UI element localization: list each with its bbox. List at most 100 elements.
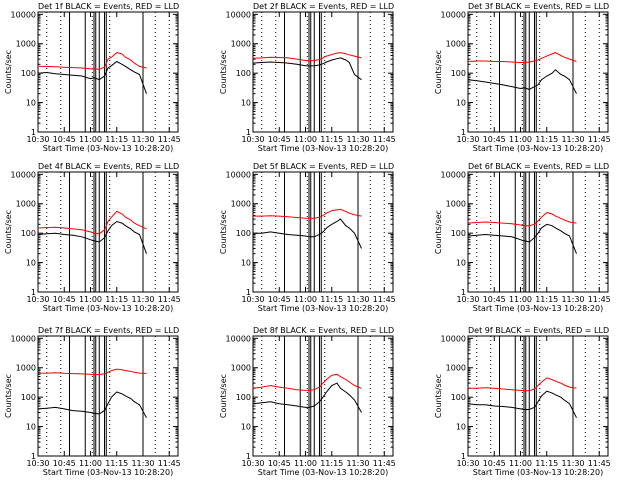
- x-tick-label: 11:45: [373, 135, 396, 144]
- y-tick-label: 10000: [226, 170, 251, 179]
- y-tick-label: 10: [241, 259, 251, 268]
- x-tick-label: 11:30: [131, 135, 154, 144]
- x-tick-label: 11:00: [294, 459, 317, 468]
- y-tick-label: 1000: [231, 364, 251, 373]
- detector-panel: Det 3f BLACK = Events, RED = LLD 1 10 100 10…: [434, 2, 611, 153]
- y-tick-label: 10000: [11, 10, 36, 19]
- y-tick-label: 1: [461, 288, 466, 297]
- x-tick-label: 11:15: [105, 295, 128, 304]
- y-tick-label: 100: [451, 69, 466, 78]
- x-tick-label: 11:30: [561, 295, 584, 304]
- y-tick-label: 10: [241, 423, 251, 432]
- x-tick-label: 11:45: [373, 459, 396, 468]
- y-axis-label: Counts/sec: [434, 210, 443, 254]
- panel-title: Det 2f BLACK = Events, RED = LLD: [253, 2, 394, 11]
- x-tick-label: 10:45: [268, 459, 291, 468]
- series-line-lld: [467, 212, 577, 227]
- x-tick-label: 11:00: [509, 295, 532, 304]
- x-tick-label: 11:30: [131, 295, 154, 304]
- y-tick-label: 10000: [441, 10, 466, 19]
- x-tick-label: 10:45: [483, 295, 506, 304]
- plot-frame: [252, 335, 394, 457]
- detector-panel: Det 4f BLACK = Events, RED = LLD 1 10 100 10…: [4, 162, 181, 313]
- detector-panel: Det 6f BLACK = Events, RED = LLD 1 10 100 10…: [434, 162, 611, 313]
- x-tick-label: 11:00: [294, 135, 317, 144]
- x-tick-label: 10:30: [26, 459, 49, 468]
- x-tick-label: 10:30: [241, 295, 264, 304]
- series-line-lld: [37, 210, 147, 235]
- detector-panel: Det 2f BLACK = Events, RED = LLD 1 10 100 10…: [219, 2, 396, 153]
- y-tick-label: 100: [21, 229, 36, 238]
- x-tick-label: 10:30: [241, 135, 264, 144]
- y-tick-label: 10000: [441, 334, 466, 343]
- x-axis-label: Start Time (03-Nov-13 10:28:20): [258, 468, 388, 477]
- y-tick-label: 10: [456, 259, 466, 268]
- y-tick-label: 10000: [11, 334, 36, 343]
- y-tick-label: 100: [236, 229, 251, 238]
- y-axis-label: Counts/sec: [4, 374, 13, 418]
- series-line-lld: [468, 377, 577, 392]
- x-tick-label: 11:45: [588, 135, 611, 144]
- series-line-events: [37, 391, 147, 418]
- y-tick-label: 10: [456, 99, 466, 108]
- x-tick-label: 11:30: [561, 135, 584, 144]
- plot-frame: [37, 335, 179, 457]
- series-line-events: [37, 220, 147, 254]
- panel-title: Det 4f BLACK = Events, RED = LLD: [38, 162, 179, 171]
- x-tick-label: 11:15: [535, 459, 558, 468]
- x-tick-label: 11:15: [320, 135, 343, 144]
- x-tick-label: 11:30: [346, 459, 369, 468]
- x-tick-label: 11:15: [320, 295, 343, 304]
- y-tick-label: 1: [31, 452, 36, 461]
- x-tick-label: 10:45: [53, 295, 76, 304]
- x-tick-label: 10:30: [26, 295, 49, 304]
- y-axis-label: Counts/sec: [4, 210, 13, 254]
- plot-frame: [252, 171, 394, 293]
- x-axis-label: Start Time (03-Nov-13 10:28:20): [43, 468, 173, 477]
- series-line-events: [252, 57, 362, 81]
- plot-frame: [467, 11, 609, 133]
- x-tick-label: 11:00: [79, 295, 102, 304]
- panel-title: Det 6f BLACK = Events, RED = LLD: [468, 162, 609, 171]
- plot-frame: [467, 335, 609, 457]
- x-tick-label: 11:15: [535, 135, 558, 144]
- panel-title: Det 7f BLACK = Events, RED = LLD: [38, 326, 179, 335]
- x-tick-label: 11:00: [509, 459, 532, 468]
- y-axis-label: Counts/sec: [434, 374, 443, 418]
- x-tick-label: 10:45: [483, 459, 506, 468]
- x-tick-label: 10:30: [456, 135, 479, 144]
- y-tick-label: 10000: [441, 170, 466, 179]
- x-tick-label: 11:45: [373, 295, 396, 304]
- y-tick-label: 10: [241, 99, 251, 108]
- y-tick-label: 100: [451, 393, 466, 402]
- x-tick-label: 11:45: [158, 295, 181, 304]
- y-tick-label: 100: [21, 393, 36, 402]
- x-tick-label: 10:30: [26, 135, 49, 144]
- y-axis-label: Counts/sec: [219, 50, 228, 94]
- detector-panel: Det 8f BLACK = Events, RED = LLD 1 10 100 10…: [219, 326, 396, 477]
- y-axis-label: Counts/sec: [434, 50, 443, 94]
- y-tick-label: 1000: [446, 200, 466, 209]
- x-axis-label: Start Time (03-Nov-13 10:28:20): [258, 144, 388, 153]
- panel-title: Det 5f BLACK = Events, RED = LLD: [253, 162, 394, 171]
- y-tick-label: 1000: [231, 40, 251, 49]
- y-tick-label: 1: [31, 288, 36, 297]
- y-tick-label: 1: [246, 288, 251, 297]
- series-line-events: [467, 390, 577, 418]
- x-tick-label: 11:00: [79, 135, 102, 144]
- y-tick-label: 100: [236, 393, 251, 402]
- detector-panel: Det 7f BLACK = Events, RED = LLD 1 10 100 10…: [4, 326, 181, 477]
- series-line-lld: [467, 52, 577, 63]
- y-tick-label: 1: [461, 128, 466, 137]
- x-axis-label: Start Time (03-Nov-13 10:28:20): [43, 304, 173, 313]
- y-tick-label: 10: [26, 99, 36, 108]
- x-tick-label: 11:30: [561, 459, 584, 468]
- x-tick-label: 10:30: [456, 295, 479, 304]
- y-axis-label: Counts/sec: [219, 210, 228, 254]
- x-tick-label: 11:15: [105, 459, 128, 468]
- y-tick-label: 1000: [446, 364, 466, 373]
- y-tick-label: 10: [456, 423, 466, 432]
- x-tick-label: 10:30: [456, 459, 479, 468]
- y-tick-label: 100: [451, 229, 466, 238]
